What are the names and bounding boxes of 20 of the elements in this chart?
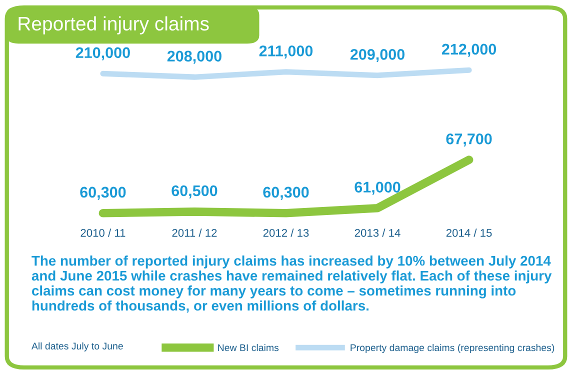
- data-label: 211,000: [259, 46, 313, 59]
- text: The number of reported injury claims has increased by 10% between July 2014 and June 2015 while crashes have remained relatively flat. Each of these injury claims can cost money for many years to come – sometimes running into hundreds of thousands, or even millions of dollars.: [32, 256, 552, 313]
- chart-title: Reported injury claims: [18, 16, 209, 34]
- x-tick-label: 2011 / 12: [172, 228, 217, 237]
- data-label: 209,000: [350, 49, 405, 62]
- legend-label: Property damage claims (representing crashes): [350, 344, 554, 354]
- data-label: 212,000: [442, 44, 496, 57]
- data-label: 210,000: [76, 47, 130, 60]
- data-label: 67,700: [446, 134, 492, 147]
- data-label: 60,300: [263, 186, 309, 200]
- legend-label: New BI claims: [218, 344, 279, 352]
- x-tick-label: 2013 / 14: [354, 228, 400, 237]
- x-tick-label: 2010 / 11: [80, 228, 126, 237]
- text: All dates July to June: [31, 342, 123, 352]
- data-label: 208,000: [167, 50, 222, 64]
- data-label: 61,000: [354, 182, 400, 195]
- x-tick-label: 2012 / 13: [263, 228, 309, 237]
- data-label: 60,300: [80, 186, 126, 200]
- data-label: 60,500: [172, 185, 218, 198]
- x-tick-label: 2014 / 15: [446, 228, 492, 237]
